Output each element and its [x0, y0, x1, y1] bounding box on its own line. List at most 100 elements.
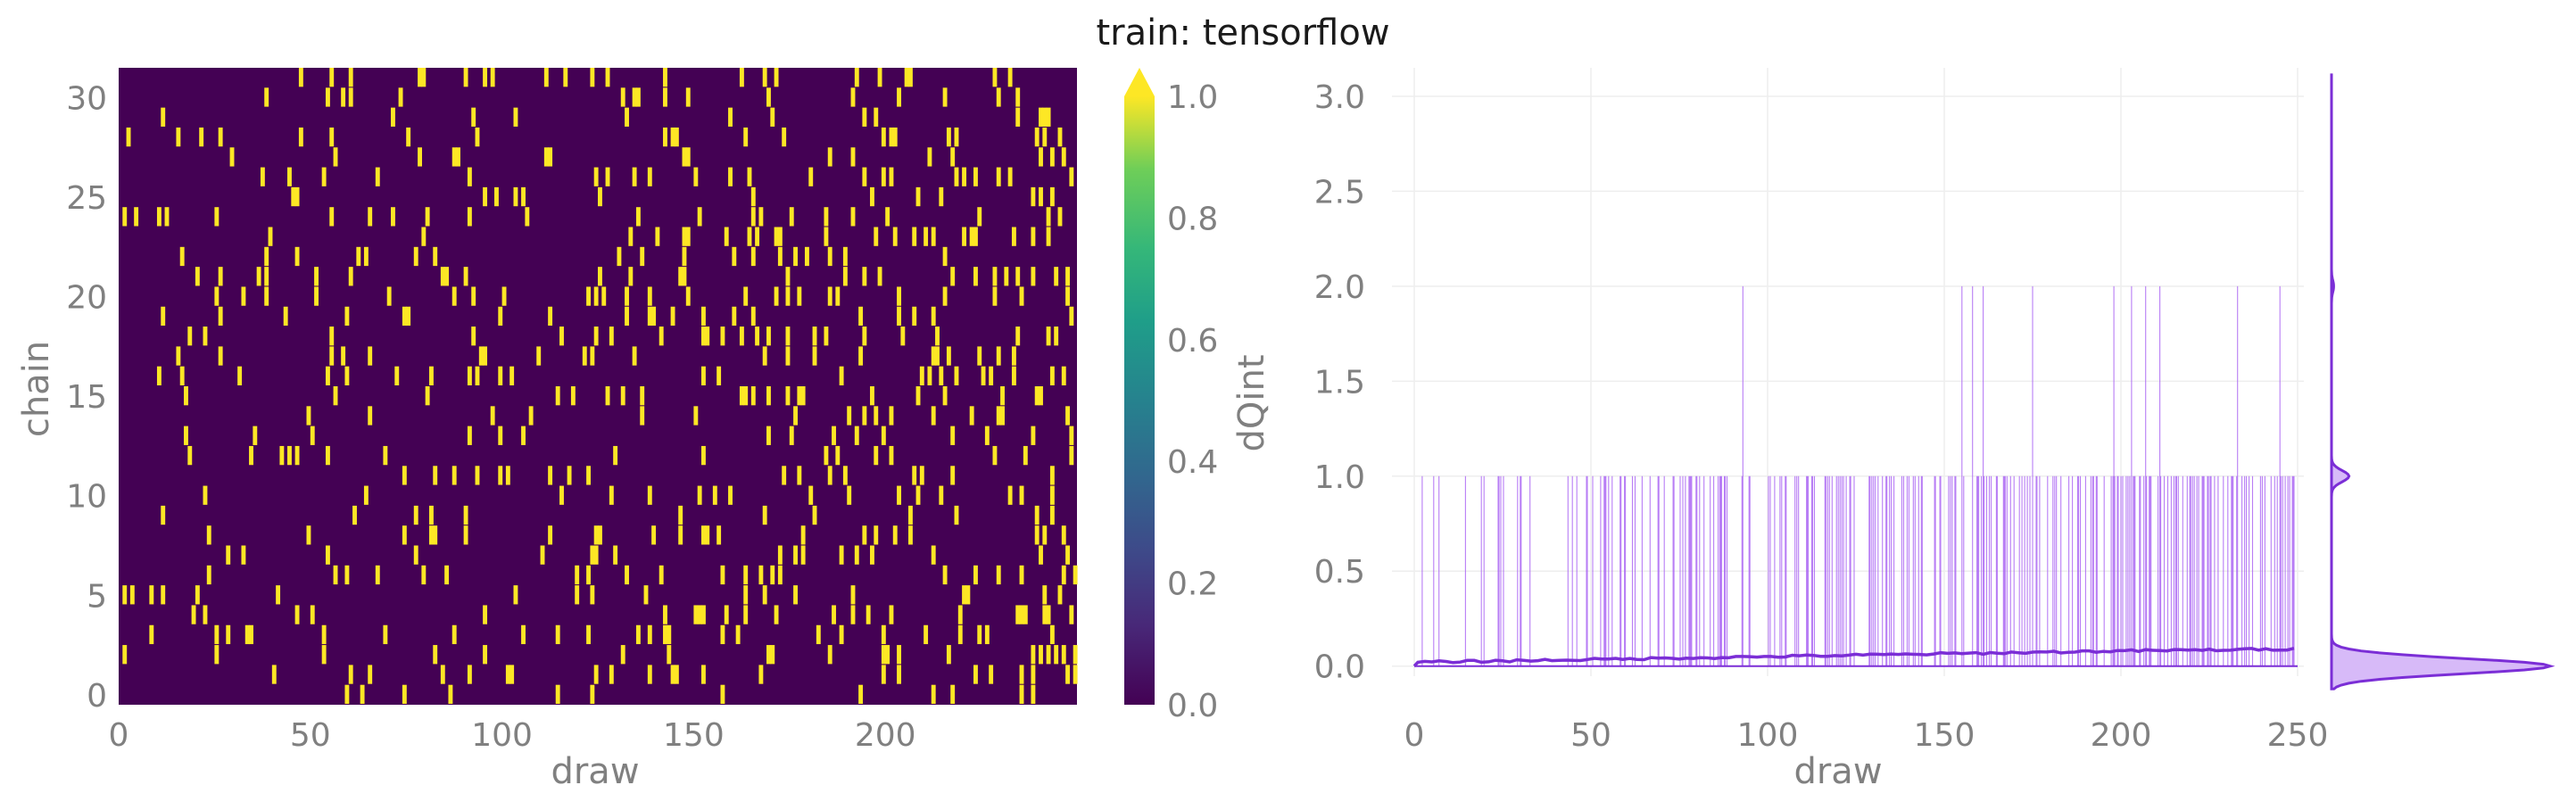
heatmap-cell: [850, 585, 856, 605]
heatmap-cell: [567, 466, 572, 485]
heatmap-cell: [191, 605, 196, 624]
heatmap-cell: [575, 585, 580, 605]
heatmap-cell: [249, 624, 253, 645]
heatmap-cell: [785, 286, 791, 306]
heatmap-cell: [874, 406, 879, 426]
heatmap-cell: [471, 326, 476, 346]
heatmap-cell: [1007, 68, 1013, 87]
heatmap-cell: [632, 167, 637, 186]
heatmap-cell: [720, 624, 725, 645]
heatmap-cell: [187, 445, 193, 466]
heatmap-cell: [797, 386, 802, 406]
heatmap-cell: [229, 147, 235, 167]
heatmap-cell: [720, 565, 725, 585]
heatmap-cell: [601, 286, 607, 306]
heatmap-cell: [543, 68, 549, 87]
heatmap-cell: [946, 645, 951, 665]
heatmap-cell: [670, 665, 675, 684]
heatmap-cell: [728, 485, 733, 505]
heatmap-cell: [1061, 366, 1066, 385]
heatmap-cell: [842, 466, 848, 485]
heatmap-cell: [973, 167, 978, 186]
heatmap-cell: [700, 326, 706, 346]
heatmap-cell: [548, 147, 553, 167]
heatmap-cell: [700, 306, 706, 326]
heatmap-cell: [635, 207, 641, 227]
heatmap-y-axis-label: chain: [16, 341, 57, 437]
heatmap-cell: [739, 68, 744, 87]
heatmap-cell: [513, 186, 518, 207]
heatmap-cell: [501, 286, 507, 306]
heatmap-cell: [1034, 525, 1040, 545]
heatmap-cell: [912, 306, 917, 326]
heatmap-cell: [467, 665, 472, 684]
heatmap-cell: [628, 227, 634, 246]
heatmap-cell: [264, 286, 269, 306]
heatmap-cell: [743, 565, 749, 585]
heatmap-cell: [670, 306, 675, 326]
heatmap-cell: [785, 326, 791, 346]
heatmap-cell: [897, 286, 901, 306]
heatmap-cell: [854, 426, 859, 445]
heatmap-cell: [329, 326, 335, 346]
heatmap-cell: [609, 485, 614, 505]
heatmap-cell: [935, 346, 940, 366]
trace-x-tick-label: 150: [1914, 717, 1975, 754]
heatmap-cell: [782, 127, 787, 147]
heatmap-cell: [625, 286, 629, 306]
heatmap-cell: [625, 107, 629, 127]
heatmap-cell: [931, 545, 936, 565]
heatmap-cell: [490, 68, 495, 87]
heatmap-cell: [1031, 186, 1036, 207]
heatmap-cell: [559, 326, 564, 346]
heatmap-cell: [897, 645, 901, 665]
heatmap-cell: [451, 624, 457, 645]
heatmap-cell: [931, 684, 936, 704]
heatmap-cell: [732, 306, 737, 326]
heatmap-cell: [1023, 605, 1028, 624]
heatmap-cell: [348, 267, 353, 286]
heatmap-cell: [598, 525, 602, 545]
heatmap-cell: [425, 386, 430, 406]
heatmap-cell: [1065, 406, 1071, 426]
heatmap-cells: [119, 68, 1078, 705]
heatmap-cell: [962, 585, 967, 605]
heatmap-cell: [498, 466, 503, 485]
heatmap-cell: [161, 585, 166, 605]
heatmap-cell: [647, 485, 652, 505]
heatmap-cell: [682, 246, 687, 267]
heatmap-cell: [428, 505, 434, 525]
heatmap-cell: [1034, 505, 1040, 525]
heatmap-cell: [1065, 665, 1071, 684]
heatmap-cell: [647, 306, 652, 326]
heatmap-cell: [770, 645, 775, 665]
heatmap-cell: [870, 186, 874, 207]
heatmap-cell: [850, 87, 856, 107]
heatmap-y-tick-label: 15: [66, 379, 107, 416]
heatmap-cell: [1000, 406, 1005, 426]
heatmap-cell: [850, 605, 856, 624]
heatmap-cell: [889, 445, 894, 466]
heatmap-cell: [226, 545, 231, 565]
heatmap-cell: [812, 505, 817, 525]
heatmap-cell: [640, 386, 645, 406]
heatmap-cell: [321, 624, 327, 645]
heatmap-cell: [950, 147, 956, 167]
heatmap-cell: [785, 346, 791, 366]
heatmap-cell: [333, 386, 338, 406]
heatmap-cell: [697, 207, 702, 227]
heatmap-cell: [647, 665, 652, 684]
heatmap-cell: [827, 246, 832, 267]
heatmap-cell: [237, 366, 243, 385]
heatmap-cell: [743, 286, 749, 306]
heatmap-cell: [433, 466, 438, 485]
heatmap-cell: [467, 207, 472, 227]
heatmap-cell: [1019, 605, 1024, 624]
heatmap-cell: [149, 585, 154, 605]
heatmap-cell: [693, 167, 699, 186]
heatmap-cell: [785, 386, 791, 406]
heatmap-cell: [889, 605, 894, 624]
heatmap-cell: [294, 605, 300, 624]
heatmap-cell: [1015, 87, 1021, 107]
heatmap-cell: [992, 68, 998, 87]
